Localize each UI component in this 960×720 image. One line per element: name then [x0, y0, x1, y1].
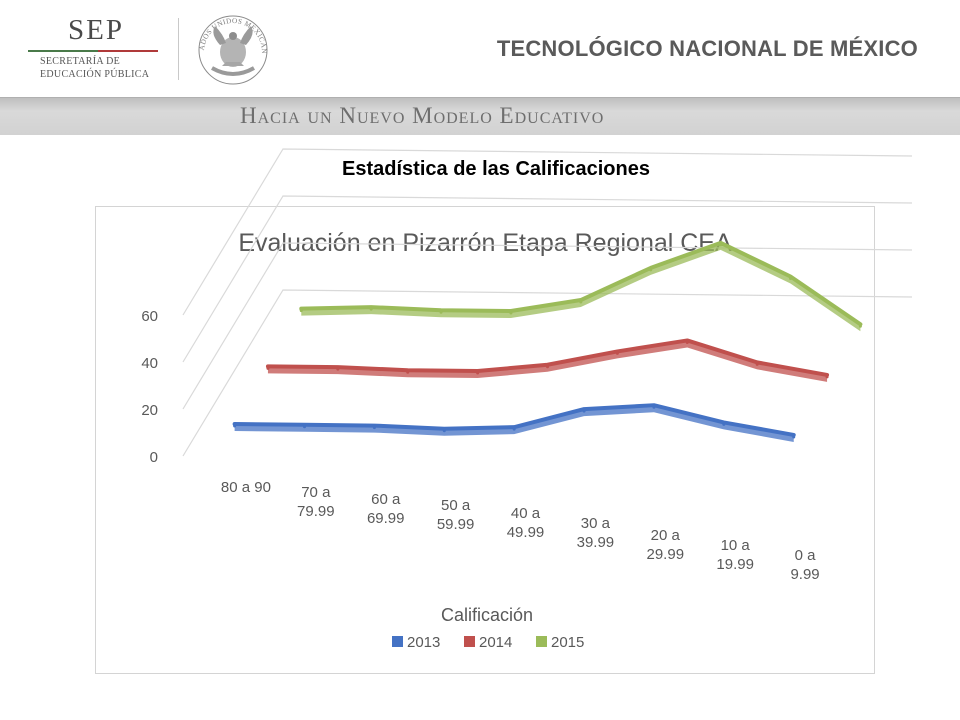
x-tick-label: 70 a 79.99 [297, 484, 335, 520]
x-tick-label-line: 59.99 [437, 516, 475, 533]
x-tick-label-line: 70 a [301, 484, 331, 501]
y-tick-label: 60 [141, 308, 158, 325]
logo-rule-green [28, 50, 98, 52]
slide-title: Estadística de las Calificaciones [342, 158, 650, 180]
series-line-2015 [299, 240, 863, 327]
gridline [182, 242, 913, 410]
y-tick-label: 40 [141, 355, 158, 372]
data-point-2014 [685, 340, 689, 344]
x-tick-label-line: 0 a [795, 547, 817, 564]
sep-name-line-2: EDUCACIÓN PÚBLICA [40, 69, 150, 80]
gridline [182, 148, 913, 316]
x-tick-label-line: 49.99 [507, 524, 545, 541]
data-point-2014 [755, 362, 759, 366]
x-tick-label: 80 a 90 [221, 479, 271, 496]
x-tick-label-line: 39.99 [577, 534, 615, 551]
x-tick-label-line: 30 a [581, 515, 611, 532]
x-tick-label: 30 a 39.99 [577, 515, 615, 551]
x-tick-label: 20 a 29.99 [647, 527, 685, 563]
x-tick-label-line: 80 a 90 [221, 479, 271, 496]
x-tick-label-line: 9.99 [790, 566, 819, 583]
data-point-2015 [299, 309, 303, 313]
x-tick-label-line: 29.99 [647, 546, 685, 563]
series-line-2013 [232, 403, 796, 437]
data-point-2015 [439, 310, 443, 314]
sep-logo: SEP SECRETARÍA DE EDUCACIÓN PÚBLICA [24, 14, 174, 84]
y-tick-label: 20 [141, 402, 158, 419]
data-point-2013 [442, 429, 446, 433]
banner: Hacia un Nuevo Modelo Educativo [0, 97, 960, 135]
y-tick-label: 0 [150, 449, 158, 466]
x-tick-label: 40 a 49.99 [507, 505, 545, 541]
x-tick-label-line: 60 a [371, 491, 401, 508]
institution-name: TECNOLÓGICO NACIONAL DE MÉXICO [496, 36, 918, 61]
data-point-2015 [858, 324, 862, 328]
legend-label-2014: 2014 [479, 634, 512, 651]
data-point-2015 [789, 277, 792, 280]
data-point-2014 [615, 351, 619, 355]
x-tick-label-line: 19.99 [716, 556, 754, 573]
data-point-2013 [652, 405, 656, 409]
data-point-2014 [336, 367, 340, 371]
data-point-2013 [792, 435, 796, 439]
data-point-2015 [649, 268, 653, 272]
x-axis-label: Calificación [441, 605, 533, 625]
data-point-2015 [509, 311, 513, 315]
x-tick-label: 10 a 19.99 [716, 537, 754, 573]
data-point-2013 [372, 426, 376, 430]
legend-swatch-2014 [464, 636, 475, 647]
legend-swatch-2015 [536, 636, 547, 647]
x-tick-label-line: 10 a [721, 537, 751, 554]
chart-frame [95, 206, 875, 674]
data-point-2013 [303, 425, 306, 429]
data-point-2014 [476, 371, 480, 375]
logo-rule-red [98, 50, 158, 52]
header-divider [178, 18, 179, 80]
banner-text: Hacia un Nuevo Modelo Educativo [240, 103, 605, 128]
data-point-2013 [233, 424, 237, 428]
data-point-2015 [719, 243, 723, 247]
national-seal-icon: ESTADOS UNIDOS MEXICANOS [192, 12, 268, 85]
x-tick-label: 50 a 59.99 [437, 497, 475, 533]
sep-name-line-1: SECRETARÍA DE [40, 56, 121, 67]
legend-swatch-2013 [392, 636, 403, 647]
series-line-2014 [265, 338, 830, 377]
gridline [182, 195, 913, 363]
data-point-2013 [512, 427, 516, 431]
gridline [182, 289, 913, 457]
data-point-2014 [546, 365, 549, 369]
legend-label-2013: 2013 [407, 634, 440, 651]
data-point-2014 [825, 375, 829, 379]
x-tick-label: 0 a 9.99 [790, 547, 819, 583]
data-point-2014 [406, 370, 410, 374]
x-tick-label-line: 69.99 [367, 510, 405, 527]
data-point-2014 [266, 366, 270, 370]
data-point-2015 [369, 307, 373, 311]
data-point-2015 [579, 300, 583, 304]
series-ribbon-2014 [267, 340, 828, 382]
x-tick-label-line: 50 a [441, 497, 471, 514]
x-tick-label-line: 40 a [511, 505, 541, 522]
data-point-2013 [582, 409, 586, 413]
x-tick-label-line: 79.99 [297, 503, 335, 520]
x-tick-label-line: 20 a [651, 527, 681, 544]
legend-label-2015: 2015 [551, 634, 584, 651]
sep-wordmark: SEP [68, 14, 124, 46]
x-tick-label: 60 a 69.99 [367, 491, 405, 527]
header: SEP SECRETARÍA DE EDUCACIÓN PÚBLICA ESTA… [0, 0, 960, 97]
data-point-2013 [722, 422, 726, 426]
